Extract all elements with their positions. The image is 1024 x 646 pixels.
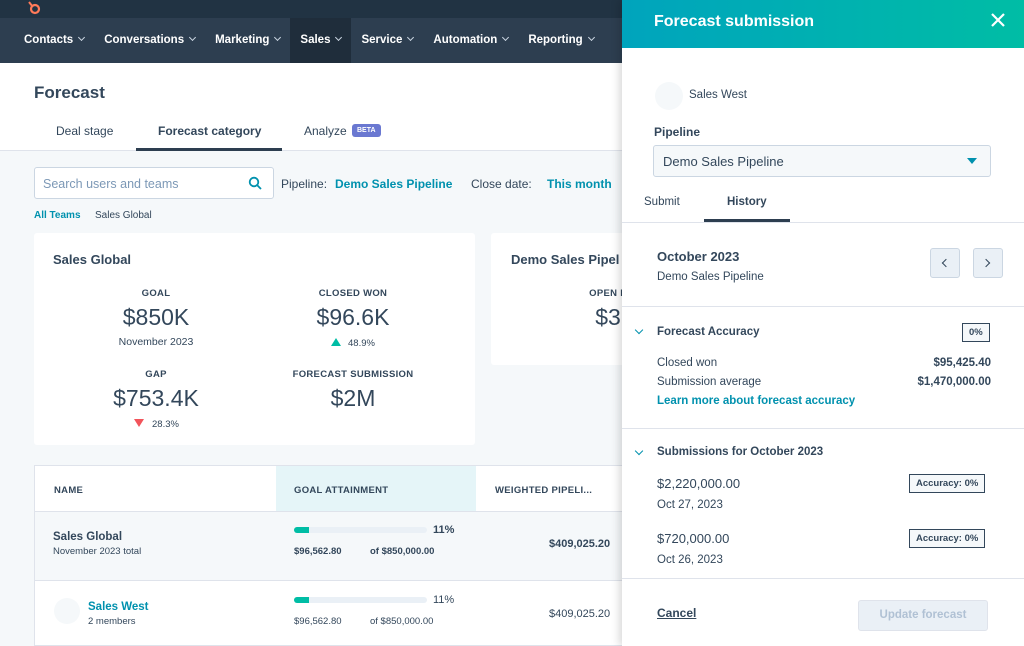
attainment-label: 11% [433, 524, 455, 536]
card-title: Demo Sales Pipel [511, 252, 620, 267]
search-icon [248, 176, 262, 190]
submission-amount: $2,220,000.00 [657, 476, 741, 491]
help-link[interactable]: Learn more about forecast accuracy [657, 395, 856, 407]
stat-label: Closed won [657, 357, 718, 369]
nav-item[interactable]: Contacts [14, 18, 94, 63]
submission-date: Oct 27, 2023 [657, 499, 723, 511]
row-link[interactable]: Sales West [88, 601, 149, 613]
pipeline-select[interactable]: Demo Sales Pipeline [653, 145, 991, 177]
attainment-label: 11% [433, 594, 455, 606]
stat-label: Submission average [657, 376, 762, 388]
search-input[interactable]: Search users and teams [34, 167, 274, 199]
column-header[interactable]: GOAL ATTAINMENT [294, 485, 389, 496]
beta-badge: BETA [352, 124, 381, 137]
row-name: Sales Global [53, 531, 123, 543]
prev-button[interactable] [930, 248, 960, 278]
panel-tab[interactable]: History [727, 196, 767, 208]
column-header[interactable]: NAME [54, 485, 84, 496]
metric-value: $753.4K [113, 385, 199, 411]
breadcrumb-link[interactable]: All Teams [34, 210, 81, 221]
logo [28, 1, 41, 15]
panel-tab[interactable]: Submit [644, 196, 680, 208]
avatar [54, 598, 80, 624]
section-title: Forecast Accuracy [657, 326, 760, 338]
nav-item[interactable]: Automation [423, 18, 518, 63]
tab-underline [704, 219, 790, 222]
nav-item[interactable]: Sales [290, 18, 352, 63]
stat-value: $95,425.40 [933, 357, 991, 369]
progress-bar [294, 527, 309, 533]
summary-card [34, 233, 475, 445]
next-button[interactable] [973, 248, 1003, 278]
divider [622, 222, 1024, 223]
section-title: Submissions for October 2023 [657, 446, 824, 458]
metric-value: $96.6K [316, 304, 390, 330]
metric-value: $3 [595, 304, 621, 330]
page-title: Forecast [34, 83, 105, 102]
metric-change: 28.3% [152, 419, 179, 430]
period-sub: Demo Sales Pipeline [657, 271, 764, 283]
field-label: Pipeline [654, 125, 701, 139]
progress-track [294, 597, 427, 603]
weighted-value: $409,025.20 [549, 608, 611, 620]
progress-track [294, 527, 427, 533]
update-button[interactable]: Update forecast [858, 600, 988, 631]
metric-sub: November 2023 [118, 336, 194, 348]
owner-name: Sales West [689, 89, 747, 101]
metric-label: OPEN P [589, 288, 627, 299]
filter-label: Pipeline: [281, 177, 328, 191]
weighted-value: $409,025.20 [549, 538, 611, 550]
total-row [35, 511, 635, 581]
select-caret [967, 158, 977, 164]
tab-underline [136, 148, 282, 151]
goal-amount: of $850,000.00 [370, 546, 435, 557]
breadcrumb-current: Sales Global [95, 210, 152, 221]
panel-header [622, 0, 1024, 48]
down-arrow [134, 419, 144, 427]
metric-label: FORECAST SUBMISSION [292, 369, 414, 380]
divider [622, 306, 1024, 307]
metric-label: GOAL [141, 288, 171, 299]
row-sub: 2 members [88, 616, 136, 627]
goal-amount: of $850,000.00 [370, 616, 434, 627]
column-header[interactable]: WEIGHTED PIPELI... [495, 485, 593, 496]
table: NAME GOAL ATTAINMENT WEIGHTED PIPELI... [34, 465, 635, 646]
divider [622, 428, 1024, 429]
submission-amount: $720,000.00 [657, 531, 730, 546]
nav-item[interactable]: Conversations [94, 18, 205, 63]
stat-value: $1,470,000.00 [917, 376, 991, 388]
nav-item[interactable]: Service [351, 18, 423, 63]
nav-item[interactable]: Marketing [205, 18, 290, 63]
filter-dropdown[interactable]: Demo Sales Pipeline [335, 177, 453, 191]
filter-label: Close date: [471, 177, 532, 191]
metric-label: GAP [145, 369, 167, 380]
avatar [655, 82, 683, 110]
submission-date: Oct 26, 2023 [657, 554, 723, 566]
metric-label: CLOSED WON [318, 288, 388, 299]
tab[interactable]: Analyze [304, 124, 347, 138]
sorted-column [276, 466, 476, 511]
close-button[interactable] [990, 12, 1006, 28]
accuracy-badge: Accuracy: 0% [909, 474, 986, 493]
closed-amount: $96,562.80 [294, 616, 342, 627]
metric-value: $2M [330, 385, 376, 411]
closed-amount: $96,562.80 [294, 546, 342, 557]
accuracy-badge: 0% [962, 323, 990, 342]
row-sub: November 2023 total [53, 546, 142, 557]
metric-change: 48.9% [348, 338, 375, 349]
accuracy-badge: Accuracy: 0% [909, 529, 986, 548]
tab[interactable]: Deal stage [56, 124, 114, 138]
metric-value: $850K [122, 304, 190, 330]
cancel-button[interactable]: Cancel [657, 606, 697, 620]
up-arrow [331, 338, 341, 346]
filter-dropdown[interactable]: This month [547, 177, 612, 191]
period-title: October 2023 [657, 249, 740, 264]
progress-bar [294, 597, 309, 603]
nav-item[interactable]: Reporting [518, 18, 603, 63]
card-title: Sales Global [53, 252, 132, 267]
panel-title: Forecast submission [654, 13, 815, 30]
tab[interactable]: Forecast category [158, 124, 262, 138]
